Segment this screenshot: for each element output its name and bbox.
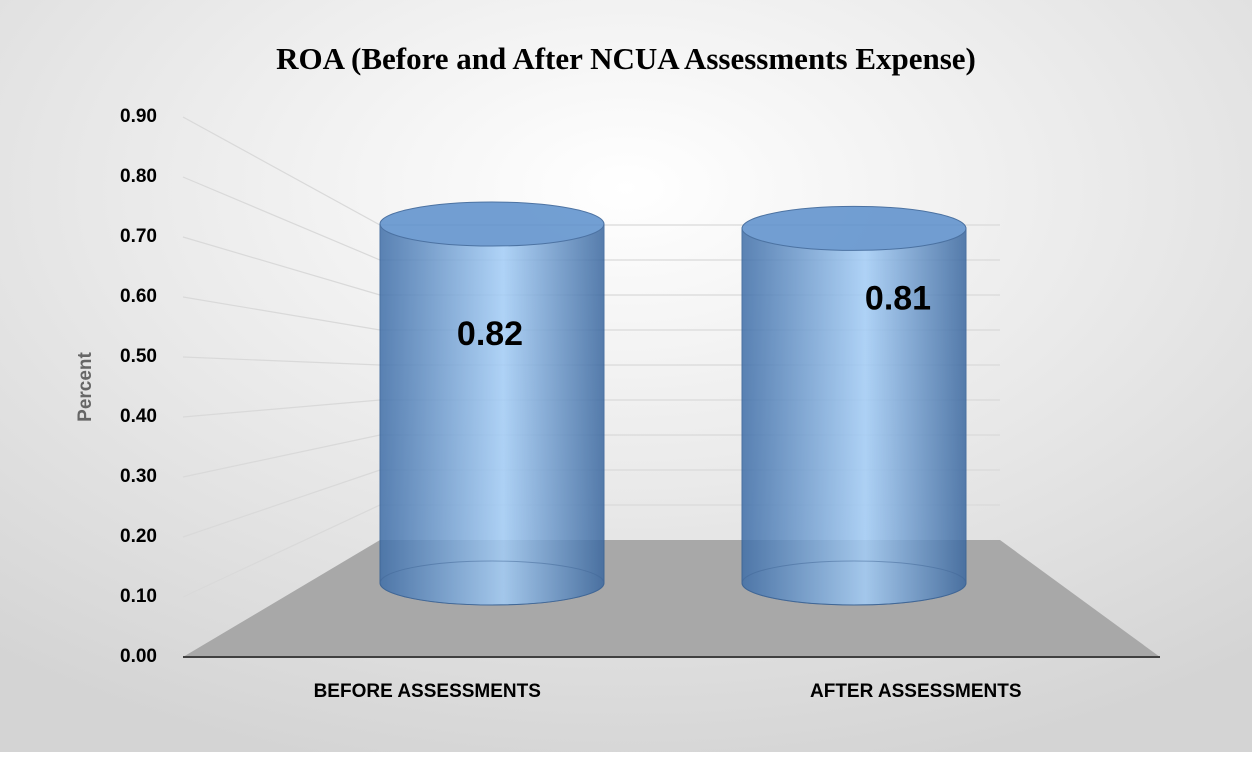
y-tick-label: 0.70 [120, 226, 157, 247]
bar-body [379, 223, 605, 606]
y-tick-label: 0.10 [120, 586, 157, 607]
y-tick-label: 0.50 [120, 346, 157, 367]
data-label: 0.82 [457, 315, 523, 353]
y-tick-label: 0.90 [120, 106, 157, 127]
bar-top [379, 201, 605, 247]
chart-title: ROA (Before and After NCUA Assessments E… [276, 41, 976, 76]
x-tick-label: BEFORE ASSESSMENTS [314, 681, 541, 702]
bar-base [379, 560, 605, 606]
x-tick-label: AFTER ASSESSMENTS [810, 681, 1022, 702]
bar-body [741, 227, 967, 606]
data-label: 0.81 [865, 279, 931, 317]
bar-top [741, 205, 967, 251]
bar [741, 205, 967, 606]
y-tick-label: 0.40 [120, 406, 157, 427]
y-tick-label: 0.80 [120, 166, 157, 187]
bar [379, 201, 605, 606]
y-tick-label: 0.30 [120, 466, 157, 487]
y-tick-label: 0.60 [120, 286, 157, 307]
y-tick-label: 0.20 [120, 526, 157, 547]
y-axis-label: Percent [75, 351, 96, 421]
bar-base [741, 560, 967, 606]
y-tick-label: 0.00 [120, 646, 157, 667]
